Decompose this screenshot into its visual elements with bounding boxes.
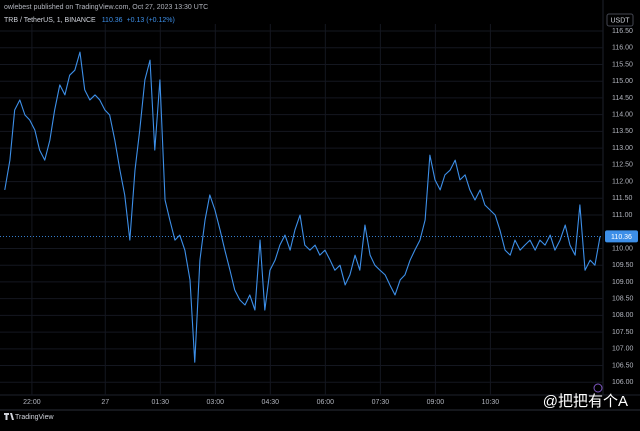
x-tick-label: 09:00 [427, 399, 445, 406]
y-tick-label: 106.50 [612, 362, 634, 369]
last-price-label: 110.36 [611, 234, 632, 241]
y-tick-label: 114.50 [612, 95, 633, 102]
last-price: 110.36 [102, 17, 123, 24]
y-tick-label: 108.50 [612, 295, 634, 302]
price-line [4, 51, 601, 363]
y-tick-label: 107.50 [612, 329, 634, 336]
y-tick-label: 114.00 [612, 112, 633, 119]
y-tick-label: 109.50 [612, 262, 634, 269]
x-tick-label: 22:00 [23, 399, 41, 406]
y-tick-label: 106.00 [612, 379, 634, 386]
y-tick-label: 111.00 [612, 212, 632, 219]
x-tick-label: 04:30 [262, 399, 280, 406]
y-tick-label: 116.00 [612, 45, 633, 52]
y-tick-label: 107.00 [612, 346, 634, 353]
currency[interactable]: USDT [610, 17, 630, 24]
x-tick-label: 07:30 [372, 399, 390, 406]
symbol: TRB / TetherUS, 1, BINANCE [4, 17, 96, 24]
y-tick-label: 116.50 [612, 28, 633, 35]
y-tick-label: 112.50 [612, 162, 633, 169]
y-tick-label: 115.50 [612, 61, 633, 68]
y-tick-label: 113.50 [612, 128, 633, 135]
x-tick-label: 03:00 [207, 399, 225, 406]
x-tick-label: 06:00 [317, 399, 335, 406]
y-tick-label: 108.00 [612, 312, 634, 319]
event-icon[interactable] [593, 383, 603, 393]
x-tick-label: 01:30 [152, 399, 170, 406]
y-tick-label: 109.00 [612, 279, 634, 286]
price-change: +0.13 (+0.12%) [127, 17, 175, 24]
y-tick-label: 110.00 [612, 245, 633, 252]
logo-icon [4, 413, 14, 420]
last-price-box [605, 230, 638, 243]
x-tick-label: 27 [101, 399, 109, 406]
logo-text: TradingView [15, 414, 54, 421]
y-tick-label: 115.00 [612, 78, 633, 85]
y-tick-label: 111.50 [612, 195, 632, 202]
y-tick-label: 113.00 [612, 145, 633, 152]
y-tick-label: 112.00 [612, 178, 633, 185]
x-tick-label: 10:30 [482, 399, 500, 406]
watermark: @把把有个A [543, 393, 628, 410]
publish-note: owlebest published on TradingView.com, O… [4, 4, 208, 11]
currency-box[interactable] [606, 13, 634, 27]
